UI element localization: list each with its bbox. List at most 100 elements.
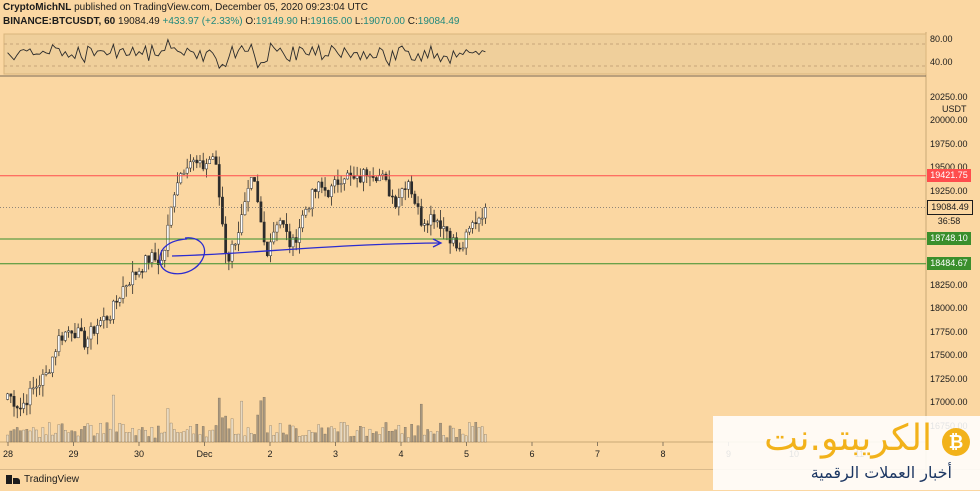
level-price-tag: 19421.75 xyxy=(927,169,971,183)
volume-bar xyxy=(291,425,295,443)
bear-candle xyxy=(426,223,430,226)
bull-candle xyxy=(301,214,304,229)
volume-bar xyxy=(397,425,401,443)
volume-bar xyxy=(429,431,433,443)
volume-bar xyxy=(150,427,154,443)
bull-candle xyxy=(192,159,195,163)
time-tick-label: 3 xyxy=(332,449,339,459)
bull-candle xyxy=(54,351,58,358)
volume-bar xyxy=(163,431,167,443)
bull-candle xyxy=(179,173,183,184)
volume-bar xyxy=(275,432,279,443)
bull-candle xyxy=(355,175,359,179)
volume-bar xyxy=(320,427,324,443)
bear-candle xyxy=(214,156,218,165)
bear-candle xyxy=(384,173,388,180)
tradingview-logo[interactable]: TradingView xyxy=(6,474,79,485)
bull-candle xyxy=(89,326,93,340)
bear-candle xyxy=(147,255,151,263)
watermark-subtitle: أخبار العملات الرقمية xyxy=(810,463,952,482)
volume-bar xyxy=(189,426,192,443)
volume-bar xyxy=(51,434,54,443)
high-label: H: xyxy=(300,16,311,27)
symbol-label[interactable]: BINANCE:BTCUSDT, 60 xyxy=(3,16,116,27)
volume-bar xyxy=(80,429,83,443)
volume-bar xyxy=(378,434,381,443)
bull-candle xyxy=(118,298,122,303)
bear-candle xyxy=(365,169,369,177)
bull-candle xyxy=(150,252,154,263)
bear-candle xyxy=(115,300,119,303)
volume-bar xyxy=(432,433,436,443)
bear-candle xyxy=(326,190,330,197)
bear-candle xyxy=(445,226,449,232)
volume-bar xyxy=(333,428,336,443)
volume-bar xyxy=(6,434,9,443)
bull-candle xyxy=(467,228,471,233)
volume-bar xyxy=(131,428,134,443)
volume-bar xyxy=(67,432,70,443)
volume-bar xyxy=(384,422,388,443)
volume-bar xyxy=(314,432,317,443)
bear-candle xyxy=(19,407,22,410)
low-label: L: xyxy=(354,16,364,27)
volume-bar xyxy=(224,415,227,443)
tradingview-label: TradingView xyxy=(24,474,80,485)
bear-candle xyxy=(323,187,327,191)
volume-bar xyxy=(410,424,413,443)
volume-bar xyxy=(211,429,215,443)
volume-bar xyxy=(70,430,74,443)
bear-candle xyxy=(12,396,16,407)
volume-bar xyxy=(259,400,263,443)
bear-candle xyxy=(474,222,478,225)
bull-candle xyxy=(189,161,192,169)
volume-bar xyxy=(381,427,385,443)
volume-bar xyxy=(169,422,173,443)
volume-bar xyxy=(419,403,423,443)
volume-bar xyxy=(57,424,61,443)
volume-bar xyxy=(153,437,157,443)
time-tick-label: 30 xyxy=(133,449,145,459)
volume-bar xyxy=(92,435,96,443)
bear-candle xyxy=(419,206,423,226)
volume-bar xyxy=(336,431,340,443)
bear-candle xyxy=(413,193,417,204)
bull-candle xyxy=(182,172,186,175)
volume-bar xyxy=(272,435,276,443)
volume-bar xyxy=(250,433,253,443)
watermark: ₿ الكريبتو.نت أخبار العملات الرقمية xyxy=(713,416,980,490)
volume-bar xyxy=(96,433,99,443)
bull-candle xyxy=(477,217,481,225)
volume-bar xyxy=(86,423,90,443)
bull-candle xyxy=(44,372,48,375)
author-name[interactable]: CryptoMichNL xyxy=(3,2,72,13)
volume-bar xyxy=(182,431,186,443)
volume-bar xyxy=(243,435,247,443)
volume-bar xyxy=(400,433,404,443)
bull-candle xyxy=(102,316,106,321)
volume-bar xyxy=(288,424,292,443)
volume-bar xyxy=(234,434,237,443)
volume-bar xyxy=(403,427,407,443)
bull-candle xyxy=(169,206,173,226)
volume-bar xyxy=(461,433,465,443)
volume-bar xyxy=(201,426,205,443)
bear-candle xyxy=(83,330,86,348)
annotation-loop xyxy=(159,237,206,275)
volume-bar xyxy=(355,430,359,443)
volume-bar xyxy=(266,432,269,443)
publish-info: published on TradingView.com, December 0… xyxy=(74,2,369,13)
volume-bar xyxy=(262,397,266,443)
volume-bar xyxy=(375,431,378,443)
volume-bar xyxy=(471,426,474,443)
volume-bar xyxy=(477,427,481,443)
oscillator-line xyxy=(7,38,486,70)
open-value: 19149.90 xyxy=(255,16,298,27)
bear-candle xyxy=(336,179,340,185)
volume-bar xyxy=(28,430,32,443)
bull-candle xyxy=(397,197,401,208)
volume-bar xyxy=(448,425,452,443)
volume-bar xyxy=(38,437,41,443)
